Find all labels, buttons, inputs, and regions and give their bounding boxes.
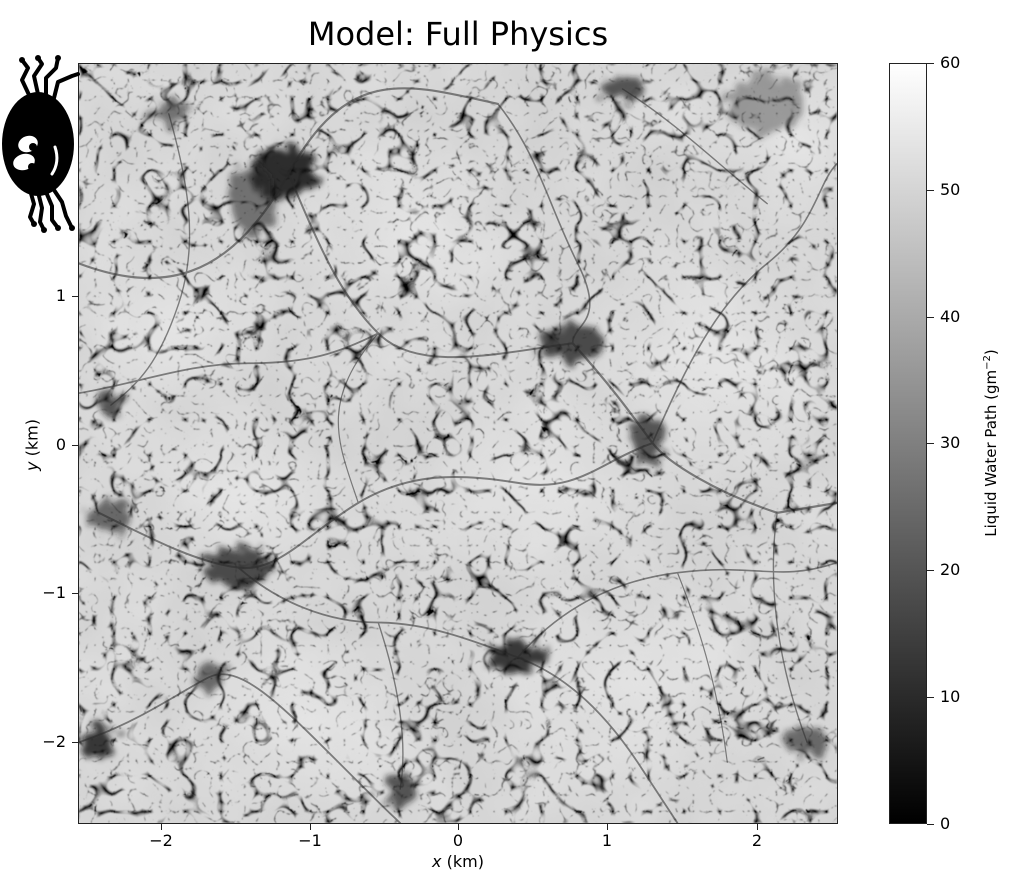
cloud-field-image bbox=[79, 64, 837, 823]
y-tick-mark bbox=[72, 593, 78, 594]
colorbar-tick-label: 20 bbox=[940, 560, 961, 579]
colorbar-tick-label: 30 bbox=[940, 433, 961, 452]
x-tick-mark bbox=[161, 824, 162, 830]
chart-title: Model: Full Physics bbox=[307, 15, 609, 53]
x-tick-label: 2 bbox=[751, 831, 763, 850]
colorbar-tick-mark bbox=[927, 443, 934, 444]
colorbar-label: Liquid Water Path (gm−2) bbox=[982, 349, 1000, 537]
y-tick-label: −1 bbox=[42, 583, 66, 602]
x-tick-label: 0 bbox=[452, 831, 464, 850]
major-filaments bbox=[79, 87, 837, 823]
spider-mascot-icon bbox=[2, 55, 80, 233]
x-axis-label: x (km) bbox=[432, 852, 484, 871]
colorbar-tick-label: 40 bbox=[940, 307, 961, 326]
x-tick-label: −2 bbox=[149, 831, 173, 850]
y-tick-mark bbox=[72, 742, 78, 743]
colorbar-tick-label: 50 bbox=[940, 180, 961, 199]
cell-edge-network bbox=[79, 64, 837, 823]
y-tick-label: −2 bbox=[42, 732, 66, 751]
x-tick-label: −1 bbox=[298, 831, 322, 850]
x-tick-mark bbox=[310, 824, 311, 830]
y-tick-label: 1 bbox=[55, 286, 66, 305]
y-tick-label: 0 bbox=[55, 435, 66, 454]
colorbar-tick-label: 60 bbox=[940, 53, 961, 72]
colorbar bbox=[889, 63, 927, 824]
y-tick-mark bbox=[72, 445, 78, 446]
colorbar-tick-mark bbox=[927, 824, 934, 825]
lwp-heatmap-plot-area bbox=[78, 63, 838, 824]
colorbar-tick-mark bbox=[927, 570, 934, 571]
x-tick-mark bbox=[458, 824, 459, 830]
colorbar-tick-mark bbox=[927, 697, 934, 698]
colorbar-tick-label: 10 bbox=[940, 687, 961, 706]
colorbar-tick-mark bbox=[927, 317, 934, 318]
y-axis-label: y (km) bbox=[22, 419, 42, 471]
y-tick-mark bbox=[72, 296, 78, 297]
colorbar-tick-label: 0 bbox=[940, 814, 951, 833]
colorbar-tick-mark bbox=[927, 63, 934, 64]
x-tick-mark bbox=[607, 824, 608, 830]
dark-clusters bbox=[79, 73, 830, 806]
x-tick-mark bbox=[757, 824, 758, 830]
colorbar-tick-mark bbox=[927, 190, 934, 191]
x-tick-label: 1 bbox=[601, 831, 613, 850]
